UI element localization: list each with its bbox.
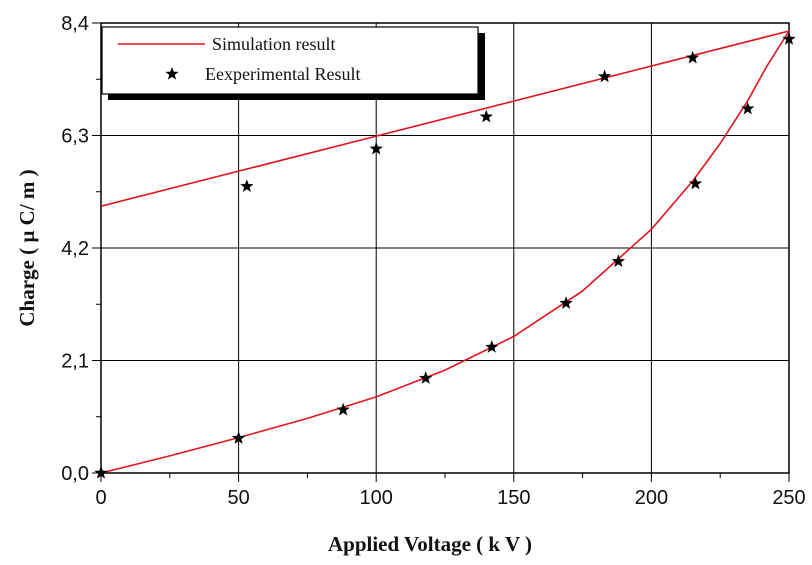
y-tick-label: 0,0 xyxy=(61,463,89,485)
y-tick-label: 8,4 xyxy=(61,13,89,35)
legend-star-icon xyxy=(165,67,179,80)
experimental-point xyxy=(419,371,433,384)
x-tick-label: 200 xyxy=(635,487,668,509)
x-tick-label: 150 xyxy=(497,487,530,509)
y-axis-title: Charge ( µ C/ m ) xyxy=(15,169,39,326)
legend-label-simulation: Simulation result xyxy=(212,34,336,54)
series-points xyxy=(94,32,796,479)
experimental-point xyxy=(741,101,755,115)
experimental-point xyxy=(611,254,626,268)
experimental-point xyxy=(240,179,254,193)
experimental-point xyxy=(686,50,700,64)
x-tick-labels: 0 50 100 150 200 250 xyxy=(95,487,805,509)
legend-label-experimental: Eexperimental Result xyxy=(205,64,360,84)
x-axis-title: Applied Voltage ( k V ) xyxy=(328,532,532,556)
experimental-point xyxy=(782,32,796,45)
experimental-point xyxy=(94,466,108,479)
x-tick-label: 250 xyxy=(772,487,805,509)
y-tick-labels: 0,0 2,1 4,2 6,3 8,4 xyxy=(61,13,89,485)
experimental-point xyxy=(479,109,493,123)
x-tick-label: 50 xyxy=(227,487,249,509)
experimental-point xyxy=(336,402,350,416)
experimental-point xyxy=(597,69,612,83)
x-tick-label: 0 xyxy=(95,487,106,509)
experimental-point xyxy=(688,176,703,190)
experimental-point xyxy=(485,340,499,353)
experimental-point xyxy=(559,296,573,309)
legend: Simulation result Eexperimental Result xyxy=(101,26,485,100)
x-tick-label: 100 xyxy=(360,487,393,509)
simulation-line xyxy=(100,30,790,207)
y-tick-label: 6,3 xyxy=(61,126,89,148)
experimental-point xyxy=(369,141,383,155)
axis-ticks xyxy=(92,22,790,482)
y-tick-label: 4,2 xyxy=(61,238,89,260)
y-tick-label: 2,1 xyxy=(61,351,89,373)
legend-box xyxy=(101,26,479,95)
experimental-point xyxy=(231,431,246,444)
